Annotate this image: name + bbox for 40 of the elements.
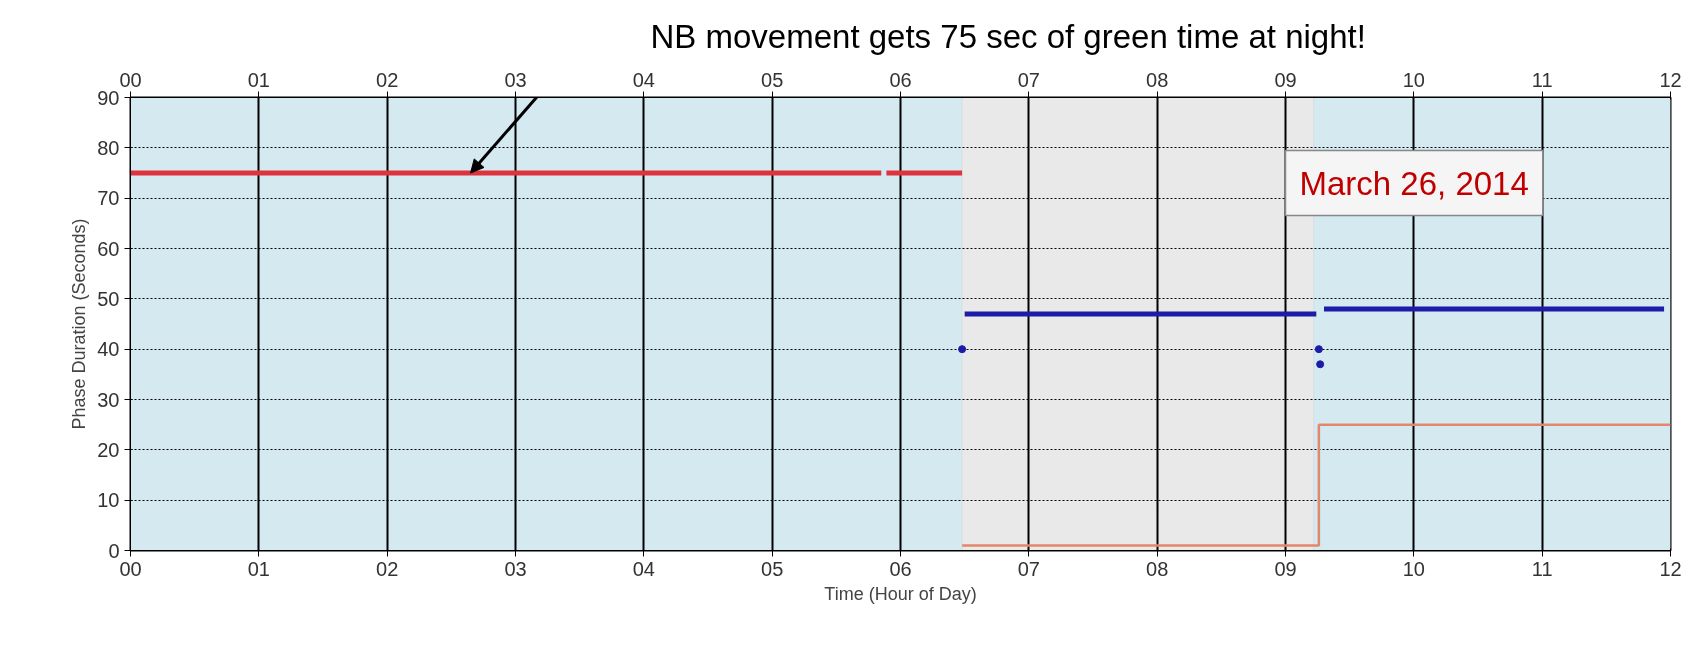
- x-tick-label: 01: [247, 68, 270, 91]
- x-tick-label: 03: [504, 68, 527, 91]
- y-tick-label: 70: [97, 187, 120, 210]
- x-tick-label: 11: [1531, 68, 1553, 91]
- y-tick-label: 0: [108, 539, 120, 562]
- x-tick-label: 04: [632, 68, 655, 91]
- x2-tick-label: 04: [632, 557, 655, 580]
- x2-tick-label: 12: [1659, 557, 1682, 580]
- annotation: March 26, 2014: [1299, 164, 1529, 202]
- x-tick-label: 12: [1659, 68, 1682, 91]
- x-tick-label: 02: [376, 68, 399, 91]
- x2-tick-label: 05: [761, 557, 784, 580]
- x-tick-label: 00: [119, 68, 142, 91]
- x2-tick-label: 03: [504, 557, 527, 580]
- x2-tick-label: 10: [1402, 557, 1425, 580]
- x2-tick-label: 08: [1146, 557, 1169, 580]
- x2-tick-label: 01: [247, 557, 270, 580]
- x2-tick-label: 09: [1274, 557, 1297, 580]
- y-tick-label: 20: [97, 438, 120, 461]
- y-tick-label: 80: [97, 136, 120, 159]
- x-tick-label: 07: [1017, 68, 1040, 91]
- y-tick-label: 50: [97, 287, 120, 310]
- x-tick-label: 08: [1146, 68, 1169, 91]
- x2-tick-label: 11: [1531, 557, 1553, 580]
- x2-tick-label: 02: [376, 557, 399, 580]
- x-axis-title: Time (Hour of Day): [824, 583, 977, 604]
- x2-tick-label: 06: [889, 557, 912, 580]
- x-tick-label: 10: [1402, 68, 1425, 91]
- y-tick-label: 10: [97, 489, 120, 512]
- y-axis-title: Phase Duration (Seconds): [69, 218, 90, 430]
- x-tick-label: 09: [1274, 68, 1297, 91]
- y-tick-label: 40: [97, 338, 120, 361]
- y-tick-label: 30: [97, 388, 120, 411]
- x-tick-label: 05: [761, 68, 784, 91]
- x2-tick-label: 00: [119, 557, 142, 580]
- x-tick-label: 06: [889, 68, 912, 91]
- x2-tick-label: 07: [1017, 557, 1040, 580]
- annotation: NB movement gets 75 sec of green time at night!: [650, 17, 1366, 55]
- y-tick-label: 90: [97, 86, 120, 109]
- y-tick-label: 60: [97, 237, 120, 260]
